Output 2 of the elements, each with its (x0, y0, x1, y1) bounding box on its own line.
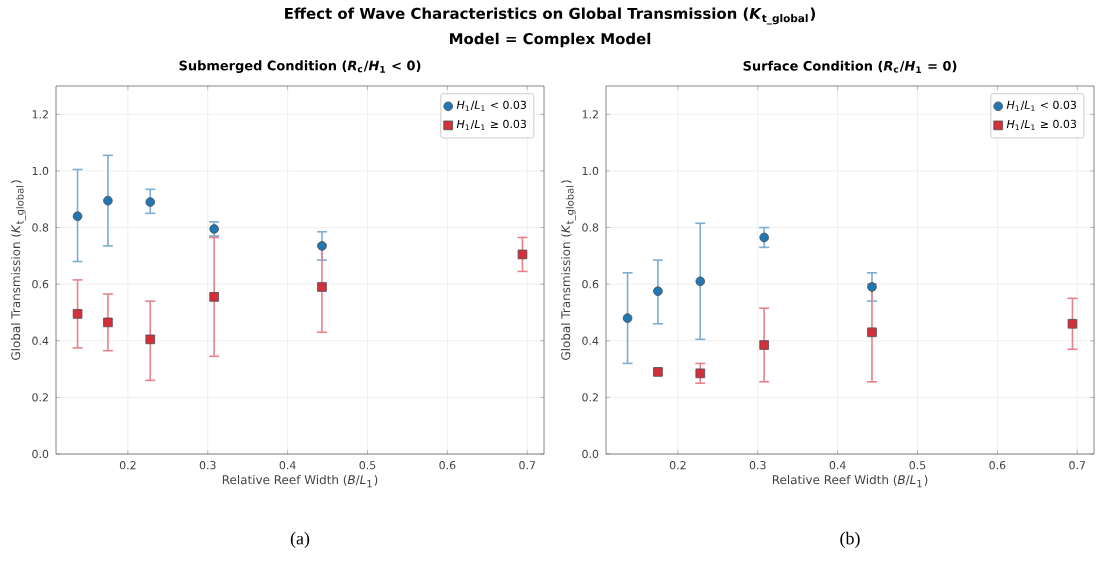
text: (b) (840, 531, 860, 549)
text: (a) (290, 531, 310, 549)
